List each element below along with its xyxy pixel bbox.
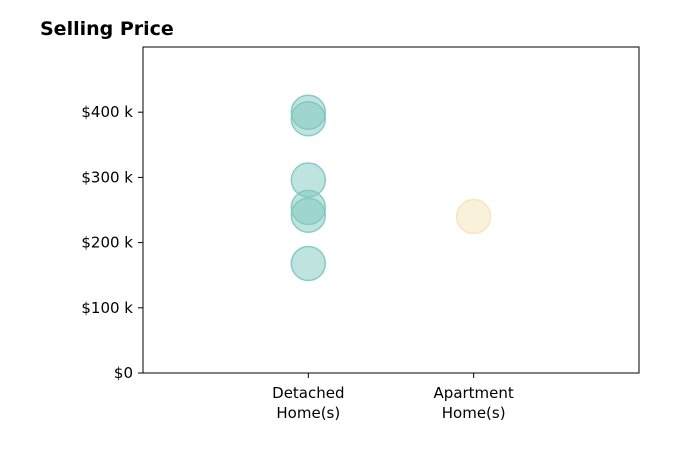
x-tick-label: Detached Home(s) — [272, 384, 344, 422]
plot-frame — [142, 46, 640, 374]
y-tick-label: $200 k — [81, 234, 133, 252]
y-tick-label: $300 k — [81, 168, 133, 186]
data-point — [455, 198, 492, 235]
y-tick-label: $0 — [114, 364, 133, 382]
y-tick-label: $100 k — [81, 299, 133, 317]
y-tick-label: $400 k — [81, 103, 133, 121]
data-point — [290, 100, 327, 137]
chart-title: Selling Price — [40, 18, 174, 40]
x-tick-label: Apartment Home(s) — [434, 384, 514, 422]
data-point — [290, 245, 327, 282]
plot-area: $0 $100 k $200 k $300 k $400 k Detached Home(s… — [81, 46, 640, 422]
data-point — [290, 197, 327, 233]
